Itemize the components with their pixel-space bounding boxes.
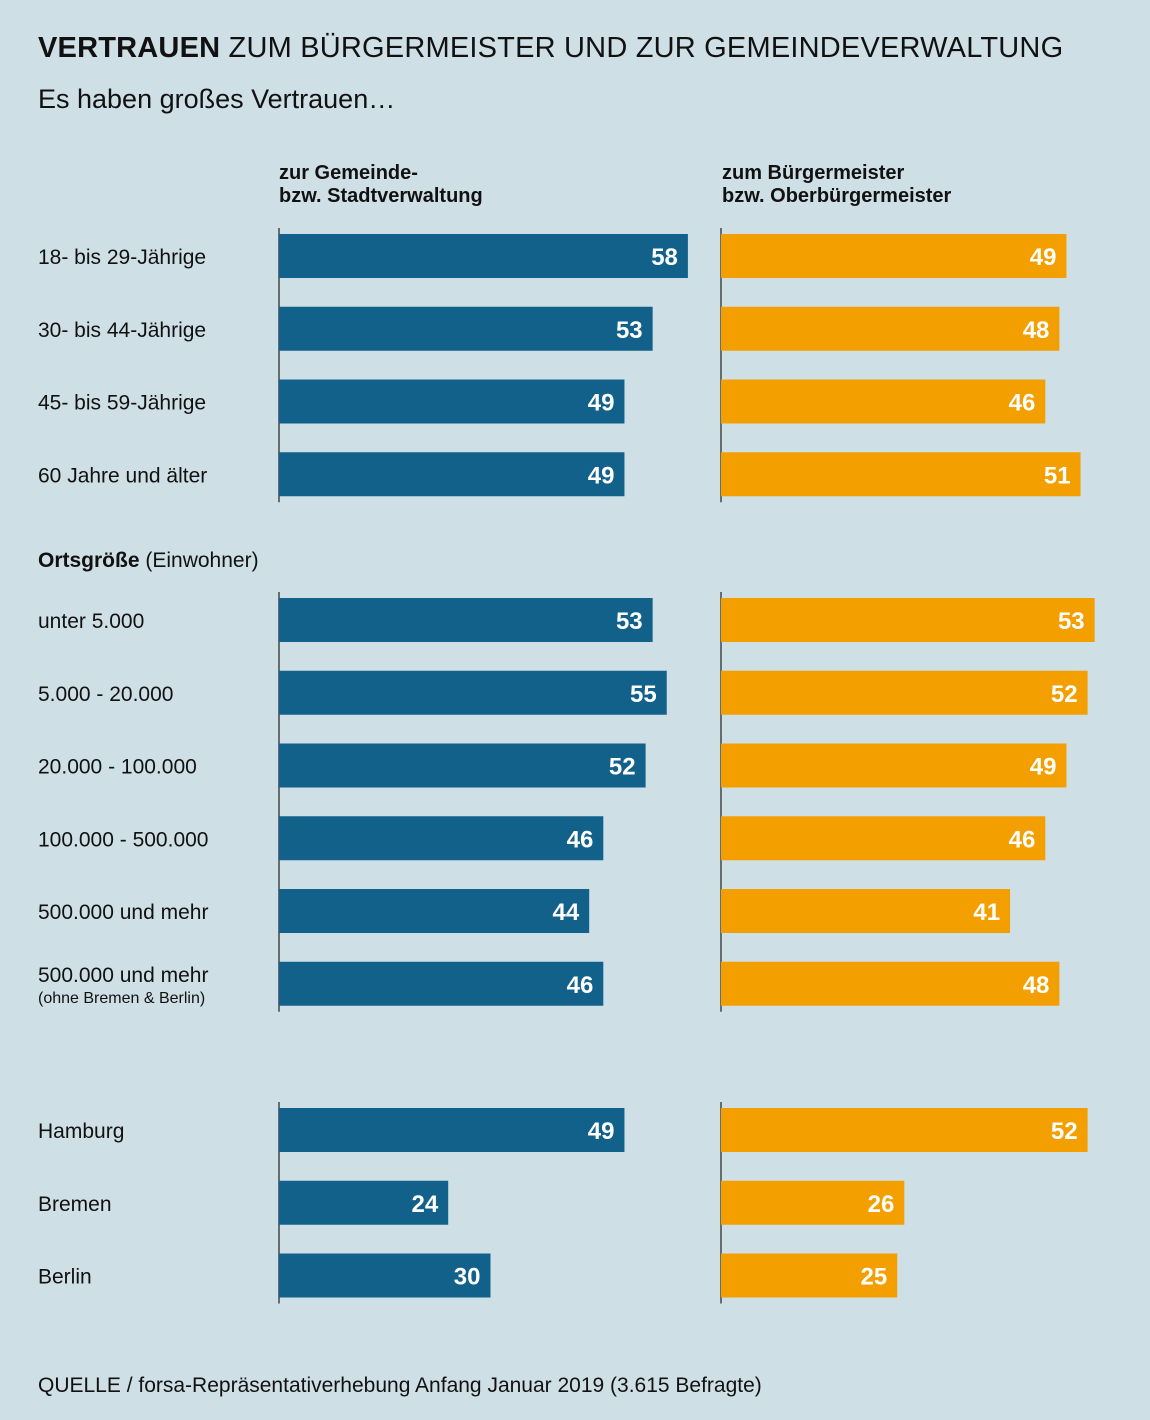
bar-buergermeister [721, 598, 1095, 642]
data-label-buergermeister: 26 [868, 1191, 895, 1218]
data-label-verwaltung: 53 [616, 317, 643, 344]
bar-buergermeister [721, 1253, 898, 1298]
data-label-buergermeister: 53 [1058, 608, 1085, 635]
bar-verwaltung [279, 598, 653, 642]
left-column-header: zur Gemeinde- bzw. Stadtverwaltung [279, 162, 483, 208]
category-sublabel: (ohne Bremen & Berlin) [38, 990, 205, 1007]
category-label: 5.000 - 20.000 [38, 683, 173, 706]
bar-verwaltung [279, 961, 604, 1006]
data-label-verwaltung: 46 [567, 826, 594, 853]
data-label-buergermeister: 25 [861, 1264, 888, 1291]
bar-verwaltung [279, 670, 667, 715]
bar-buergermeister [721, 1108, 1088, 1152]
category-label: 30- bis 44-Jährige [38, 319, 206, 342]
bar-buergermeister [721, 670, 1088, 715]
category-label: Hamburg [38, 1120, 124, 1143]
data-label-verwaltung: 44 [552, 899, 579, 926]
bar-verwaltung [279, 452, 625, 497]
right-column-header: zum Bürgermeister bzw. Oberbürgermeister [722, 162, 951, 208]
category-label: Bremen [38, 1193, 112, 1216]
data-label-verwaltung: 49 [588, 390, 615, 417]
data-label-verwaltung: 58 [651, 244, 678, 271]
category-label: Berlin [38, 1266, 92, 1289]
right-column-header-line1: zum Bürgermeister [722, 162, 905, 184]
category-label: 20.000 - 100.000 [38, 756, 197, 779]
section-label-rest: (Einwohner) [145, 549, 259, 572]
category-label: 18- bis 29-Jährige [38, 246, 206, 269]
left-column-header-line2: bzw. Stadtverwaltung [279, 185, 483, 207]
title-rest: ZUM BÜRGERMEISTER UND ZUR GEMEINDEVERWAL… [228, 32, 1064, 64]
bar-buergermeister [721, 889, 1011, 933]
data-label-buergermeister: 52 [1051, 681, 1078, 708]
bar-buergermeister [721, 379, 1046, 424]
data-label-buergermeister: 48 [1023, 317, 1050, 344]
bar-verwaltung [279, 234, 688, 278]
right-column-header-line2: bzw. Oberbürgermeister [722, 185, 952, 207]
bar-buergermeister [721, 961, 1060, 1006]
bar-verwaltung [279, 306, 653, 351]
bar-buergermeister [721, 743, 1067, 788]
bar-verwaltung [279, 816, 604, 861]
category-label: unter 5.000 [38, 610, 144, 633]
data-label-buergermeister: 46 [1009, 826, 1036, 853]
data-label-buergermeister: 51 [1044, 462, 1071, 489]
title-bold: VERTRAUEN [38, 32, 221, 64]
bar-verwaltung [279, 743, 646, 788]
data-label-buergermeister: 46 [1009, 390, 1036, 417]
data-label-verwaltung: 24 [411, 1191, 438, 1218]
data-label-verwaltung: 46 [567, 972, 594, 999]
bar-buergermeister [721, 816, 1046, 861]
bar-verwaltung [279, 1253, 491, 1298]
data-label-buergermeister: 49 [1030, 244, 1057, 271]
bar-buergermeister [721, 234, 1067, 278]
chart-title: VERTRAUEN ZUM BÜRGERMEISTER UND ZUR GEME… [38, 32, 1063, 65]
data-label-verwaltung: 53 [616, 608, 643, 635]
category-label: 100.000 - 500.000 [38, 828, 208, 851]
bar-verwaltung [279, 379, 625, 424]
category-label: 500.000 und mehr [38, 901, 208, 924]
bar-buergermeister [721, 452, 1081, 497]
category-label: 500.000 und mehr [38, 964, 208, 987]
bar-verwaltung [279, 1180, 449, 1225]
data-label-buergermeister: 48 [1023, 972, 1050, 999]
data-label-verwaltung: 49 [588, 462, 615, 489]
category-label: 60 Jahre und älter [38, 464, 207, 487]
data-label-verwaltung: 30 [454, 1264, 481, 1291]
data-label-buergermeister: 52 [1051, 1118, 1078, 1145]
data-label-buergermeister: 49 [1030, 754, 1057, 781]
bar-buergermeister [721, 306, 1060, 351]
bar-verwaltung [279, 1108, 625, 1152]
source-note: QUELLE / forsa-Repräsentativerhebung Anf… [38, 1374, 762, 1397]
data-label-verwaltung: 49 [588, 1118, 615, 1145]
left-column-header-line1: zur Gemeinde- [279, 162, 418, 184]
data-label-verwaltung: 52 [609, 754, 636, 781]
bar-buergermeister [721, 1180, 905, 1225]
bar-verwaltung [279, 889, 590, 933]
chart-subtitle: Es haben großes Vertrauen… [38, 84, 396, 114]
data-label-verwaltung: 55 [630, 681, 657, 708]
category-label: 45- bis 59-Jährige [38, 392, 206, 415]
section-label-bold: Ortsgröße [38, 549, 140, 572]
data-label-buergermeister: 41 [973, 899, 1000, 926]
section-label-ortsgroesse: Ortsgröße (Einwohner) [38, 549, 259, 573]
